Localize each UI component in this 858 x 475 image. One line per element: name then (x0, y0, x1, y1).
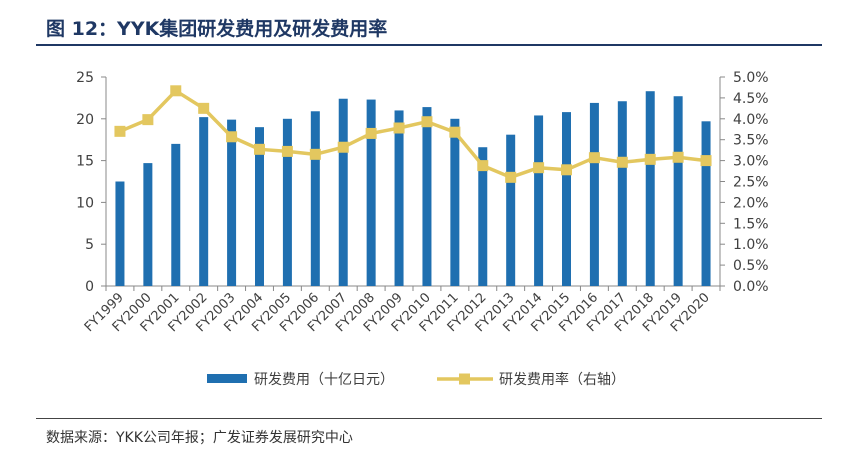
bar (701, 121, 711, 286)
rate-marker (561, 164, 572, 176)
bar (589, 102, 599, 286)
source-note: 数据来源：YKK公司年报；广发证券发展研究中心 (46, 430, 353, 446)
y-left-tick-label: 20 (76, 112, 94, 128)
bar (534, 115, 544, 287)
rate-marker (254, 143, 265, 155)
rate-marker (672, 151, 684, 163)
bar (450, 118, 460, 286)
legend-swatch-bar (207, 374, 247, 383)
y-right-tick-label: 3.5% (733, 133, 769, 149)
rate-marker (309, 148, 321, 160)
rate-marker (142, 114, 154, 126)
rate-line (119, 89, 707, 180)
y-right-tick-label: 2.0% (733, 195, 769, 211)
y-right-tick-label: 4.5% (733, 91, 769, 107)
bar (199, 117, 209, 287)
rate-marker (226, 131, 238, 143)
y-left-tick-label: 5 (85, 237, 94, 253)
rate-marker (616, 156, 628, 168)
rate-marker (477, 160, 489, 172)
y-right-tick-label: 5.0% (733, 70, 769, 86)
rate-marker (281, 145, 293, 157)
bar (617, 101, 627, 286)
legend-label-line: 研发费用率（右轴） (499, 371, 625, 388)
y-left-tick-label: 15 (76, 154, 94, 170)
rate-marker (588, 152, 600, 164)
bar (115, 181, 125, 286)
bar (645, 91, 655, 286)
rate-marker (365, 127, 377, 139)
bar (282, 118, 292, 286)
y-right-tick-label: 4.0% (733, 112, 769, 128)
legend-label-bar: 研发费用（十亿日元） (254, 372, 394, 388)
bar (171, 143, 181, 286)
rate-marker (421, 116, 433, 128)
rate-marker (337, 141, 349, 153)
source-bar: 数据来源：YKK公司年报；广发证券发展研究中心 (36, 418, 822, 446)
rate-marker (644, 153, 656, 165)
page-title: 图 12：YYK集团研发费用及研发费用率 (46, 18, 388, 40)
bar (506, 134, 516, 286)
y-right-tick-label: 0.0% (733, 279, 769, 295)
rate-marker (170, 85, 182, 97)
bar (338, 98, 348, 287)
y-right-tick-label: 1.0% (733, 237, 769, 253)
y-left-tick-label: 10 (76, 195, 94, 211)
bar (562, 112, 571, 286)
rate-marker (505, 171, 517, 183)
y-right-tick-label: 2.5% (733, 175, 769, 191)
bar (673, 96, 683, 286)
y-right-tick-label: 3.0% (733, 154, 769, 170)
title-bar: 图 12：YYK集团研发费用及研发费用率 (36, 8, 822, 46)
bar (394, 110, 404, 286)
rate-marker (449, 126, 461, 138)
y-left-tick-label: 0 (85, 279, 94, 295)
chart: 0 5 10 15 20 25 0.0% 0.5% 1.0% 1.5% 2.0% 2.5% 3.0% 3.… (76, 70, 769, 388)
rate-marker (700, 155, 712, 167)
bar (366, 99, 376, 287)
bar (143, 163, 153, 286)
y-right-tick-label: 1.5% (733, 216, 769, 232)
rate-marker (114, 125, 126, 137)
bar (422, 107, 432, 286)
bar (310, 111, 320, 286)
legend-swatch-marker (459, 373, 470, 385)
bar (255, 127, 264, 286)
bar (478, 147, 488, 286)
y-right-tick-label: 0.5% (733, 258, 769, 274)
y-left-tick-label: 25 (76, 70, 94, 86)
rate-marker (533, 162, 545, 174)
bar (227, 119, 237, 286)
rate-marker (198, 102, 210, 114)
rate-marker (393, 122, 405, 134)
